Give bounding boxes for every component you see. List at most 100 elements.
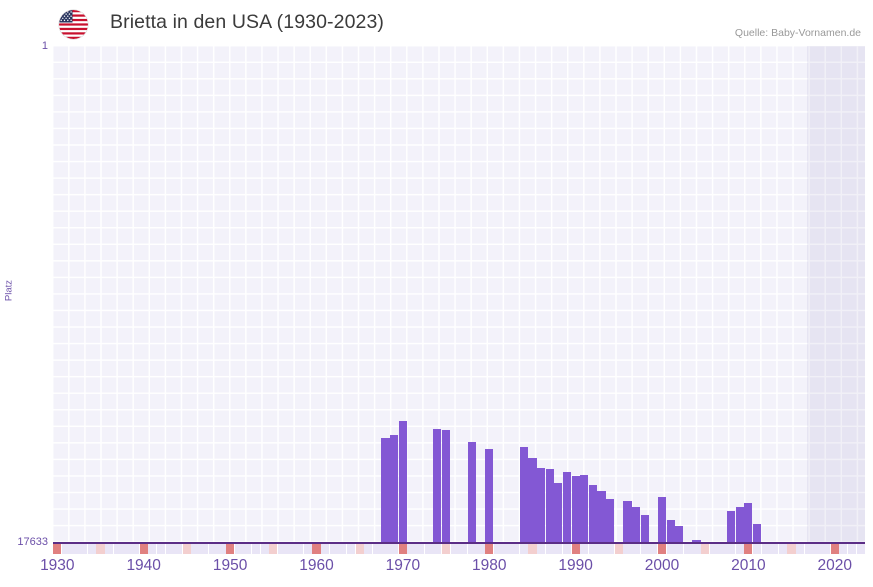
x-axis-label-2020: 2020 — [817, 557, 852, 574]
x-tick-2001 — [666, 544, 675, 554]
x-tick-1958 — [295, 544, 304, 554]
x-tick-1959 — [303, 544, 312, 554]
x-tick-2002 — [675, 544, 684, 554]
bar-2009[interactable] — [735, 506, 744, 543]
x-tick-1943 — [165, 544, 174, 554]
x-tick-1952 — [243, 544, 252, 554]
bar-1993[interactable] — [597, 491, 606, 543]
bar-1990[interactable] — [571, 475, 580, 543]
x-tick-2012 — [761, 544, 770, 554]
x-tick-1983 — [511, 544, 520, 554]
bar-1997[interactable] — [631, 506, 641, 543]
x-axis-labels: 1930 1940 1950 1960 1970 1980 1990 2000 2010 2020 — [40, 557, 865, 585]
bar-series — [53, 46, 865, 543]
bar-2008[interactable] — [727, 511, 736, 543]
x-tick-2006 — [709, 544, 718, 554]
x-tick-1977 — [459, 544, 468, 554]
bar-1994[interactable] — [606, 498, 615, 543]
bar-2010[interactable] — [744, 503, 753, 543]
x-tick-1940 — [139, 544, 148, 554]
bar-1996[interactable] — [623, 501, 632, 543]
x-tick-1947 — [200, 544, 209, 554]
x-tick-1966 — [364, 544, 373, 554]
x-tick-1969 — [390, 544, 399, 554]
x-tick-2020 — [830, 544, 839, 554]
x-tick-1945 — [182, 544, 191, 554]
x-tick-1934 — [87, 544, 96, 554]
x-tick-1938 — [122, 544, 131, 554]
bar-1988[interactable] — [554, 482, 563, 543]
x-tick-1978 — [467, 544, 477, 554]
x-axis-ticks — [53, 544, 865, 556]
bar-1984[interactable] — [519, 446, 528, 543]
x-tick-1936 — [105, 544, 114, 554]
x-tick-1939 — [130, 544, 140, 554]
x-tick-2010 — [744, 544, 753, 554]
bar-1985[interactable] — [528, 458, 537, 543]
x-tick-2023 — [856, 544, 865, 554]
bar-1992[interactable] — [588, 484, 597, 543]
x-axis-label-1990: 1990 — [558, 557, 593, 574]
bar-2000[interactable] — [657, 497, 667, 543]
bar-1998[interactable] — [640, 514, 649, 543]
x-tick-1985 — [528, 544, 537, 554]
bar-1974[interactable] — [433, 429, 442, 543]
bar-1978[interactable] — [467, 441, 477, 543]
bar-1991[interactable] — [580, 474, 589, 543]
bar-1970[interactable] — [398, 420, 407, 543]
x-axis-label-1950: 1950 — [212, 557, 248, 574]
x-tick-2016 — [796, 544, 805, 554]
x-axis-label-1970: 1970 — [385, 557, 421, 574]
x-tick-1960 — [312, 544, 321, 554]
x-tick-1976 — [450, 544, 459, 554]
x-tick-1979 — [476, 544, 485, 554]
bar-1980[interactable] — [485, 448, 494, 543]
x-tick-2011 — [752, 544, 762, 554]
bar-1989[interactable] — [562, 471, 572, 543]
x-tick-1994 — [606, 544, 615, 554]
bar-1986[interactable] — [536, 467, 546, 543]
bar-1975[interactable] — [441, 430, 451, 543]
x-axis-label-1940: 1940 — [126, 557, 161, 574]
x-tick-1950 — [225, 544, 235, 554]
x-tick-2003 — [683, 544, 692, 554]
x-tick-1935 — [96, 544, 105, 554]
bar-2004[interactable] — [692, 540, 701, 543]
x-tick-2021 — [839, 544, 848, 554]
bar-1987[interactable] — [545, 469, 554, 543]
x-tick-1956 — [277, 544, 286, 554]
x-tick-1930 — [53, 544, 62, 554]
x-tick-2013 — [770, 544, 779, 554]
y-axis-title: Platz — [3, 279, 15, 302]
x-tick-1963 — [338, 544, 347, 554]
bar-2002[interactable] — [675, 526, 684, 543]
x-tick-1961 — [321, 544, 330, 554]
x-tick-1995 — [614, 544, 623, 554]
x-tick-2015 — [787, 544, 796, 554]
x-tick-1992 — [588, 544, 597, 554]
x-tick-1962 — [329, 544, 338, 554]
x-axis-label-1930: 1930 — [40, 557, 75, 574]
bar-1969[interactable] — [390, 435, 399, 543]
bar-2011[interactable] — [752, 523, 762, 543]
x-tick-1944 — [174, 544, 183, 554]
x-tick-1967 — [372, 544, 382, 554]
x-tick-2022 — [847, 544, 857, 554]
chart-header: Brietta in den USA (1930-2023) Quelle: B… — [0, 0, 873, 46]
x-tick-1997 — [631, 544, 641, 554]
x-tick-1964 — [346, 544, 356, 554]
x-tick-1968 — [381, 544, 390, 554]
x-tick-1982 — [502, 544, 511, 554]
x-tick-1996 — [623, 544, 632, 554]
bar-2001[interactable] — [666, 520, 675, 543]
projection-shaded-region — [807, 46, 865, 543]
x-tick-1993 — [597, 544, 606, 554]
bar-1968[interactable] — [381, 437, 390, 543]
x-tick-1942 — [156, 544, 166, 554]
x-tick-1980 — [485, 544, 494, 554]
x-tick-1984 — [519, 544, 528, 554]
x-axis-label-2010: 2010 — [731, 557, 766, 574]
x-tick-1946 — [191, 544, 200, 554]
x-tick-1991 — [580, 544, 589, 554]
